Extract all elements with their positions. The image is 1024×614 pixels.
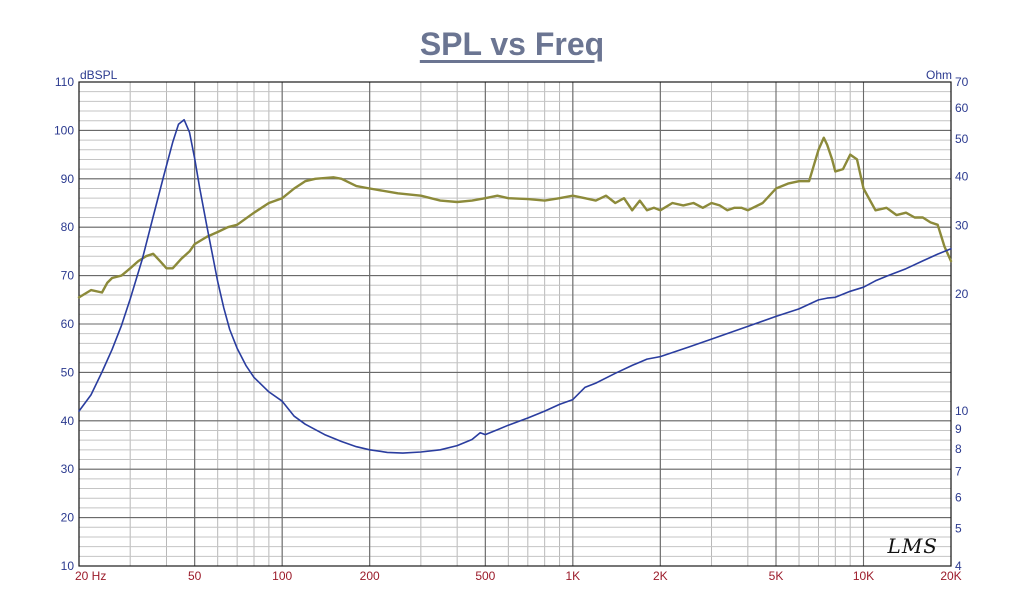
- chart-title: SPL vs Freq: [419, 26, 605, 62]
- x-tick-label: 100: [272, 569, 292, 583]
- y-tick-label-right: 40: [955, 170, 969, 184]
- y-axis-left-ticks: 10 20 30 40 50 60 70 80 90 100 110: [54, 75, 74, 573]
- series-layer: [77, 118, 953, 454]
- y-tick-label-right: 30: [955, 218, 969, 232]
- y-tick-label-right: 7: [955, 464, 962, 478]
- plot-frame: [78, 81, 952, 567]
- y-axis-right-ticks: 4 5 6 7 8 9 10 20 30 40 50 60 70: [955, 75, 969, 573]
- y-tick-label-right: 8: [955, 442, 962, 456]
- y-tick-label-left: 20: [61, 511, 75, 525]
- spl-curve: [77, 136, 953, 299]
- x-tick-label: 2K: [653, 569, 668, 583]
- y-tick-label-right: 6: [955, 490, 962, 504]
- y-tick-label-right: 70: [955, 75, 969, 89]
- y-tick-label-left: 30: [61, 462, 75, 476]
- x-tick-label: 5K: [769, 569, 784, 583]
- y-axis-label-left: dBSPL: [80, 68, 118, 82]
- y-tick-label-left: 80: [61, 220, 75, 234]
- major-gridlines: [78, 81, 952, 567]
- y-tick-label-right: 20: [955, 287, 969, 301]
- impedance-curve: [78, 118, 952, 454]
- y-tick-label-left: 70: [61, 269, 75, 283]
- y-tick-label-right: 50: [955, 132, 969, 146]
- y-tick-label-right: 9: [955, 422, 962, 436]
- x-axis-ticks: 20 Hz 50 100 200 500 1K 2K 5K 10K 20K: [75, 569, 962, 583]
- x-tick-label: 10K: [853, 569, 874, 583]
- x-tick-label: 20K: [940, 569, 961, 583]
- x-tick-label: 20 Hz: [75, 569, 106, 583]
- y-tick-label-left: 100: [54, 123, 74, 137]
- x-tick-label: 500: [475, 569, 495, 583]
- y-axis-label-right: Ohm: [926, 68, 953, 82]
- y-tick-label-left: 10: [61, 559, 75, 573]
- x-tick-label: 1K: [565, 569, 580, 583]
- lms-logo: LMS: [887, 534, 938, 558]
- y-tick-label-right: 60: [955, 101, 969, 115]
- y-tick-label-right: 10: [955, 404, 969, 418]
- y-tick-label-left: 60: [61, 317, 75, 331]
- y-tick-label-right: 4: [955, 559, 962, 573]
- y-tick-label-right: 5: [955, 521, 962, 535]
- y-tick-label-left: 110: [55, 75, 74, 89]
- x-tick-label: 200: [360, 569, 380, 583]
- y-tick-label-left: 40: [61, 414, 75, 428]
- y-tick-label-left: 50: [61, 365, 75, 379]
- y-tick-label-left: 90: [61, 172, 75, 186]
- x-tick-label: 50: [188, 569, 202, 583]
